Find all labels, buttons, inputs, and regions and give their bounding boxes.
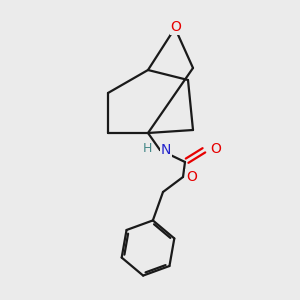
Text: O: O xyxy=(171,20,182,34)
Text: N: N xyxy=(161,143,171,157)
Text: O: O xyxy=(210,142,221,156)
Text: H: H xyxy=(142,142,152,155)
Text: O: O xyxy=(186,170,197,184)
